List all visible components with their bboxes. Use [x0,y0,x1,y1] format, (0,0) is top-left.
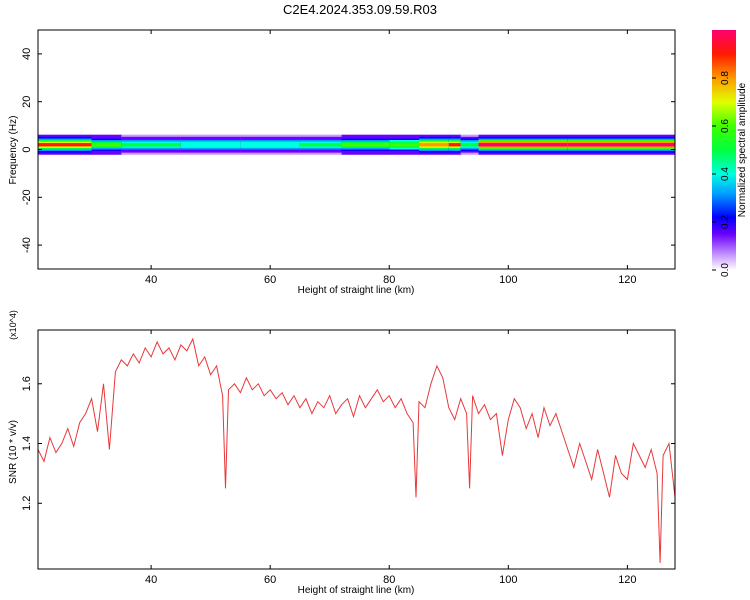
snr-series-line [38,337,675,564]
spectrogram-y-tick-label: -20 [21,189,33,205]
spectrogram-y-tick-label: 20 [21,96,33,108]
snr-frame [37,329,676,570]
snr-x-tick-label: 60 [264,574,276,586]
colorbar-label: Normalized spectral amplitude [737,82,748,217]
spectrogram-y-tick-label: 40 [21,48,33,60]
spectrogram-x-tick-label: 60 [264,274,276,286]
spectrogram-plot-area [38,134,675,155]
spectrogram-band-cell [91,143,122,147]
snr-x-tick-label: 120 [618,574,636,586]
snr-x-tick-label: 40 [145,574,157,586]
spectrogram-band-cell [478,143,569,147]
spectrogram-y-ticks: -40 -20 0 20 40 [21,48,675,253]
snr-y-tick-label: 1.4 [21,436,33,451]
colorbar-tick-label: 0.6 [720,119,731,133]
colorbar: 0.0 0.2 0.4 0.6 0.8 Normalized spectral ampl… [712,30,748,277]
spectrogram-band-cell [38,143,93,147]
colorbar-ticks: 0.0 0.2 0.4 0.6 0.8 [712,71,731,277]
spectrogram-band-cell [299,143,343,147]
spectrogram-band-cell [180,143,241,147]
snr-x-tick-label: 100 [499,574,517,586]
spectrogram-x-tick-label: 40 [145,274,157,286]
spectrogram-band-cell [419,143,450,147]
snr-y-label: SNR (10 * v/v) [8,420,19,484]
snr-multiplier: (x10^4) [8,310,18,340]
figure-title: C2E4.2024.353.09.59.R03 [283,2,437,17]
spectrogram-x-label: Height of straight line (km) [298,285,415,296]
spectrogram-band-cell [460,143,480,147]
spectrogram-band-cell [121,143,182,147]
spectrogram-x-ticks: 40 60 80 100 120 [145,30,637,286]
spectrogram-y-tick-label: -40 [21,237,33,253]
spectrogram-band-cell [341,143,390,147]
spectrogram-x-tick-label: 100 [499,274,517,286]
spectrogram-y-label: Frequency (Hz) [8,116,19,185]
snr-y-tick-label: 1.6 [21,376,33,391]
spectrogram-band-cell [389,143,420,147]
snr-plot-area [38,337,675,564]
colorbar-gradient [712,30,736,270]
colorbar-tick-label: 0.8 [720,71,731,85]
snr-x-tick-label: 80 [383,574,395,586]
spectrogram-x-tick-label: 120 [618,274,636,286]
spectrogram-band-cell [567,143,675,147]
spectrogram-band-cell [240,143,301,147]
colorbar-tick-label: 0.4 [720,167,731,181]
spectrogram-band-cell [448,143,462,147]
colorbar-tick-label: 0.2 [720,215,731,229]
snr-y-tick-label: 1.2 [21,496,33,511]
snr-x-label: Height of straight line (km) [298,585,415,596]
spectrogram-y-tick-label: 0 [21,146,33,152]
spectrogram-panel: 40 60 80 100 120 -40 -20 0 20 40 Height of strai… [8,29,676,296]
spectrogram-x-tick-label: 80 [383,274,395,286]
snr-x-ticks: 40 60 80 100 120 [145,330,637,586]
snr-y-ticks: 1.2 1.4 1.6 [21,376,675,511]
snr-panel: 40 60 80 100 120 1.2 1.4 1.6 Height of straigh… [8,310,676,596]
colorbar-tick-label: 0.0 [720,263,731,277]
